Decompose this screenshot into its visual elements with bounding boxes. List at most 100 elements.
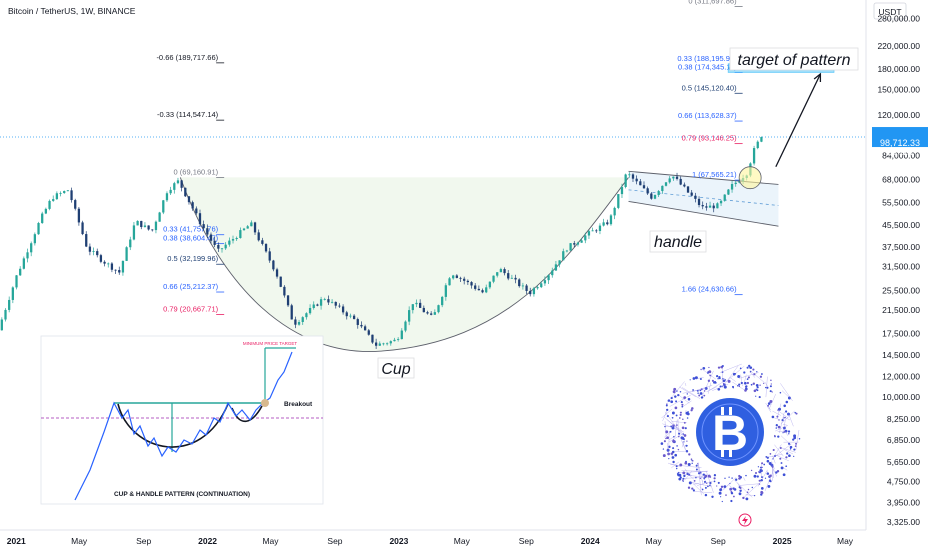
logo-ring-dot xyxy=(779,457,782,460)
logo-ring-link xyxy=(765,376,768,398)
fib-label-left: 0.66 (25,212.37) xyxy=(163,282,219,291)
candle-body xyxy=(173,183,176,190)
y-tick-label: 45,500.00 xyxy=(882,220,920,230)
y-tick-label: 68,000.00 xyxy=(882,174,920,184)
candle-body xyxy=(639,181,642,186)
logo-ring-link xyxy=(684,468,691,477)
candle-body xyxy=(631,174,635,179)
candle-body xyxy=(41,213,44,224)
candle-body xyxy=(169,189,172,194)
logo-ring-dot xyxy=(686,393,689,395)
logo-ring-dot xyxy=(769,453,772,455)
fib-label-right: 0 (311,697.86) xyxy=(688,0,737,5)
candle-body xyxy=(162,200,165,213)
logo-ring-link xyxy=(780,435,792,446)
candle-body xyxy=(452,275,455,279)
logo-ring-dot xyxy=(777,409,779,411)
logo-ring-link xyxy=(783,419,786,431)
logo-ring-dot xyxy=(746,378,749,380)
candle-body xyxy=(48,200,51,209)
logo-ring-link xyxy=(721,365,739,389)
logo-ring-dot xyxy=(688,453,691,456)
x-tick-label: Sep xyxy=(519,536,534,546)
logo-ring-dot xyxy=(787,430,791,433)
logo-ring-dot xyxy=(704,474,708,478)
logo-ring-dot xyxy=(767,402,771,405)
candle-body xyxy=(191,202,194,209)
logo-ring-dot xyxy=(692,460,694,462)
logo-ring-link xyxy=(664,416,686,437)
logo-ring-dot xyxy=(755,388,757,390)
logo-ring-dot xyxy=(776,470,780,473)
logo-ring-dot xyxy=(719,496,722,498)
logo-ring-dot xyxy=(755,395,757,397)
candle-body xyxy=(708,205,712,208)
currency-button[interactable] xyxy=(873,2,907,20)
candle-body xyxy=(261,240,264,244)
y-tick-label: 6,850.00 xyxy=(887,435,920,445)
logo-ring-dot xyxy=(660,442,664,445)
price-scale[interactable] xyxy=(866,0,932,550)
logo-ring-link xyxy=(670,464,702,468)
candle-body xyxy=(55,193,59,200)
logo-ring-dot xyxy=(766,459,770,463)
candle-body xyxy=(352,315,356,320)
candle-body xyxy=(19,268,22,276)
candle-body xyxy=(437,305,440,313)
symbol-title[interactable]: Bitcoin / TetherUS, 1W, BINANCE xyxy=(8,6,136,16)
candle-body xyxy=(536,287,539,289)
candle-body xyxy=(543,280,547,284)
logo-ring-link xyxy=(662,409,668,422)
candle-body xyxy=(297,321,301,325)
logo-ring-dot xyxy=(769,385,772,388)
candle-body xyxy=(598,225,602,231)
logo-ring-dot xyxy=(695,464,698,467)
x-tick-label: May xyxy=(646,536,663,546)
logo-ring-link xyxy=(776,403,782,419)
logo-ring-dot xyxy=(754,471,758,475)
fib-label-left: -0.66 (189,717.66) xyxy=(156,53,218,62)
logo-ring-dot xyxy=(730,492,734,495)
candle-body xyxy=(393,339,396,342)
y-tick-label: 150,000.00 xyxy=(877,85,920,95)
handle-label: handle xyxy=(654,234,702,251)
logo-ring-dot xyxy=(671,456,675,459)
logo-ring-dot xyxy=(684,427,687,430)
candle-body xyxy=(466,280,469,283)
logo-ring-dot xyxy=(671,411,675,415)
candle-body xyxy=(635,178,638,182)
logo-ring-dot xyxy=(691,487,694,490)
logo-ring-link xyxy=(682,441,688,454)
candle-body xyxy=(613,207,616,216)
logo-ring-link xyxy=(764,467,775,491)
candle-body xyxy=(723,194,726,201)
logo-ring-dot xyxy=(793,436,797,440)
candle-body xyxy=(756,141,759,149)
candle-body xyxy=(198,213,202,225)
logo-ring-dot xyxy=(679,463,683,467)
logo-ring-dot xyxy=(681,403,684,406)
logo-ring-dot xyxy=(719,488,722,492)
candle-body xyxy=(30,243,33,253)
logo-ring-dot xyxy=(765,386,767,389)
logo-ring-dot xyxy=(711,379,714,382)
logo-ring-dot xyxy=(676,467,678,470)
logo-ring-dot xyxy=(691,407,694,410)
candle-body xyxy=(121,260,125,273)
logo-ring-link xyxy=(766,454,783,458)
logo-ring-dot xyxy=(779,447,782,449)
logo-ring-dot xyxy=(687,486,691,489)
logo-ring-dot xyxy=(749,366,752,369)
candle-body xyxy=(363,326,367,331)
inset-breakout-label: Breakout xyxy=(284,401,313,408)
candle-body xyxy=(301,317,304,322)
logo-ring-dot xyxy=(671,416,674,419)
candle-body xyxy=(760,137,763,142)
logo-ring-link xyxy=(750,370,765,383)
logo-ring-dot xyxy=(701,396,704,399)
lightning-icon xyxy=(742,516,748,525)
logo-ring-dot xyxy=(774,434,776,437)
event-marker-icon[interactable] xyxy=(738,513,752,527)
candle-body xyxy=(279,276,282,287)
